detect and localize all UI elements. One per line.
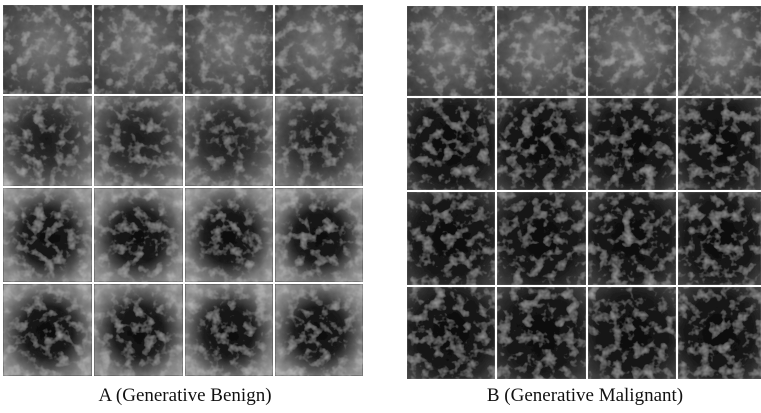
- image-tile: [588, 6, 676, 96]
- image-tile: [678, 192, 761, 285]
- caption: A (Generative Benign): [98, 385, 271, 406]
- image-tile: [275, 188, 363, 282]
- image-tile: [94, 284, 183, 376]
- image-tile: [94, 188, 183, 282]
- image-tile: [3, 284, 92, 376]
- image-tile: [407, 6, 495, 96]
- image-tile: [275, 284, 363, 376]
- image-tile: [588, 192, 676, 285]
- image-tile: [94, 5, 183, 94]
- image-tile: [678, 6, 761, 96]
- image-tile: [3, 5, 92, 94]
- image-grids: [3, 5, 761, 379]
- image-tile: [275, 5, 363, 94]
- image-tile: [678, 98, 761, 190]
- image-tile: [185, 284, 273, 376]
- image-tile: [275, 96, 363, 186]
- image-tile: [185, 5, 273, 94]
- image-tile: [678, 287, 761, 379]
- image-tile: [497, 192, 586, 285]
- image-tile: [3, 96, 92, 186]
- image-tile: [497, 98, 586, 190]
- image-tile: [497, 287, 586, 379]
- image-tile: [407, 192, 495, 285]
- image-tile: [497, 6, 586, 96]
- image-tile: [407, 98, 495, 190]
- figure: A (Generative Benign) B (Generative Mali…: [0, 0, 761, 413]
- image-tile: [185, 96, 273, 186]
- image-tile: [94, 96, 183, 186]
- image-tile: [588, 98, 676, 190]
- image-tile: [3, 188, 92, 282]
- image-tile: [185, 188, 273, 282]
- caption: B (Generative Malignant): [487, 385, 683, 406]
- image-tile: [407, 287, 495, 379]
- image-tile: [588, 287, 676, 379]
